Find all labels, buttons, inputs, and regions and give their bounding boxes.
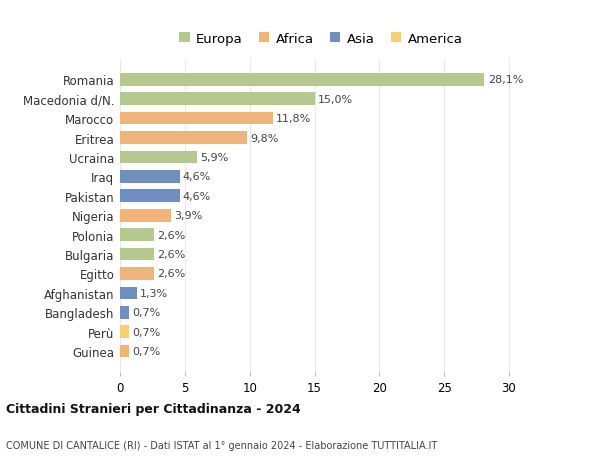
- Text: 2,6%: 2,6%: [157, 269, 185, 279]
- Text: 0,7%: 0,7%: [133, 347, 161, 356]
- Bar: [120, 190, 179, 203]
- Bar: [120, 151, 197, 164]
- Text: 4,6%: 4,6%: [183, 191, 211, 202]
- Text: 11,8%: 11,8%: [276, 114, 311, 124]
- Bar: [120, 93, 314, 106]
- Text: 4,6%: 4,6%: [183, 172, 211, 182]
- Text: 3,9%: 3,9%: [174, 211, 202, 221]
- Text: 2,6%: 2,6%: [157, 250, 185, 259]
- Bar: [120, 287, 137, 300]
- Bar: [120, 268, 154, 280]
- Text: 28,1%: 28,1%: [488, 75, 523, 85]
- Bar: [120, 229, 154, 241]
- Text: 9,8%: 9,8%: [250, 133, 279, 143]
- Legend: Europa, Africa, Asia, America: Europa, Africa, Asia, America: [175, 29, 467, 50]
- Bar: [120, 306, 129, 319]
- Bar: [120, 132, 247, 145]
- Text: 0,7%: 0,7%: [133, 308, 161, 318]
- Bar: [120, 209, 170, 222]
- Text: COMUNE DI CANTALICE (RI) - Dati ISTAT al 1° gennaio 2024 - Elaborazione TUTTITAL: COMUNE DI CANTALICE (RI) - Dati ISTAT al…: [6, 440, 437, 450]
- Text: 5,9%: 5,9%: [200, 153, 228, 162]
- Bar: [120, 74, 484, 86]
- Bar: [120, 345, 129, 358]
- Text: 1,3%: 1,3%: [140, 288, 168, 298]
- Text: 15,0%: 15,0%: [318, 95, 353, 105]
- Text: 0,7%: 0,7%: [133, 327, 161, 337]
- Bar: [120, 171, 179, 183]
- Text: Cittadini Stranieri per Cittadinanza - 2024: Cittadini Stranieri per Cittadinanza - 2…: [6, 403, 301, 415]
- Bar: [120, 248, 154, 261]
- Bar: [120, 325, 129, 338]
- Bar: [120, 112, 273, 125]
- Text: 2,6%: 2,6%: [157, 230, 185, 240]
